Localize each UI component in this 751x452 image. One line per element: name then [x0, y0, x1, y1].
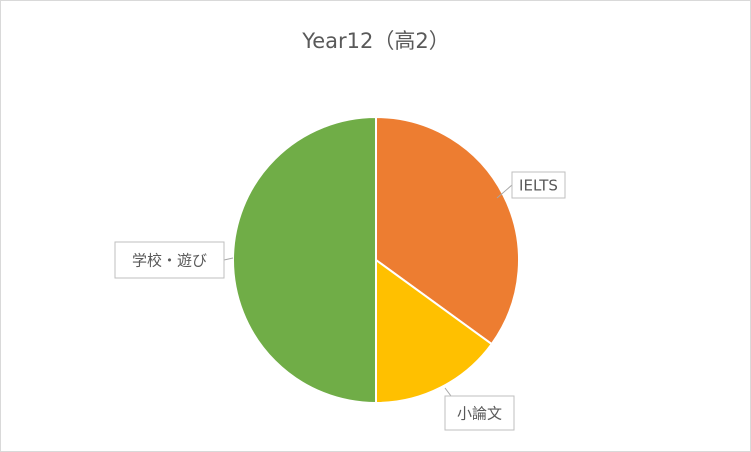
pie-slice: [375, 258, 494, 405]
data-label: IELTS: [519, 177, 558, 195]
leader-line: [496, 184, 513, 199]
leader-line: [444, 387, 452, 397]
label-box: [114, 241, 225, 279]
leader-line: [223, 257, 234, 261]
pie-slice: [232, 115, 377, 405]
label-box: [511, 171, 566, 199]
pie-slice: [375, 115, 520, 346]
chart-title: Year12（高2）: [301, 29, 450, 53]
data-label: 学校・遊び: [132, 252, 207, 270]
data-label: 小論文: [457, 405, 502, 423]
label-box: [444, 395, 515, 431]
